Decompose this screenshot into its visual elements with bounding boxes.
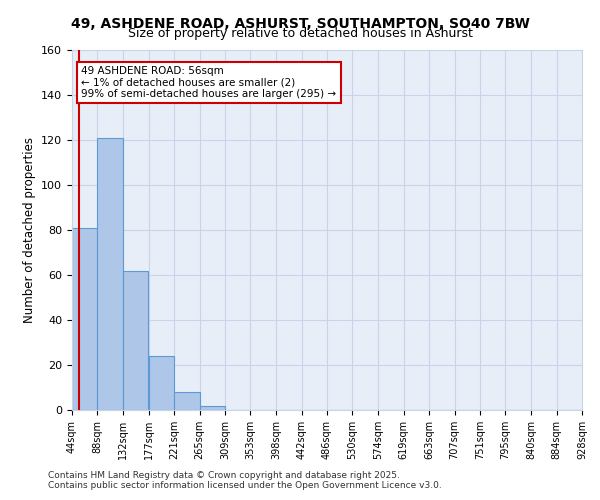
Text: 49, ASHDENE ROAD, ASHURST, SOUTHAMPTON, SO40 7BW: 49, ASHDENE ROAD, ASHURST, SOUTHAMPTON, … <box>71 18 529 32</box>
Bar <box>72 228 97 410</box>
Y-axis label: Number of detached properties: Number of detached properties <box>23 137 35 323</box>
Text: Contains HM Land Registry data © Crown copyright and database right 2025.
Contai: Contains HM Land Registry data © Crown c… <box>48 470 442 490</box>
Bar <box>97 138 123 410</box>
Bar <box>123 270 148 410</box>
Text: Size of property relative to detached houses in Ashurst: Size of property relative to detached ho… <box>128 28 472 40</box>
Bar <box>174 392 200 410</box>
Bar <box>149 356 174 410</box>
Bar <box>199 406 225 410</box>
Text: 49 ASHDENE ROAD: 56sqm
← 1% of detached houses are smaller (2)
99% of semi-detac: 49 ASHDENE ROAD: 56sqm ← 1% of detached … <box>81 66 337 99</box>
